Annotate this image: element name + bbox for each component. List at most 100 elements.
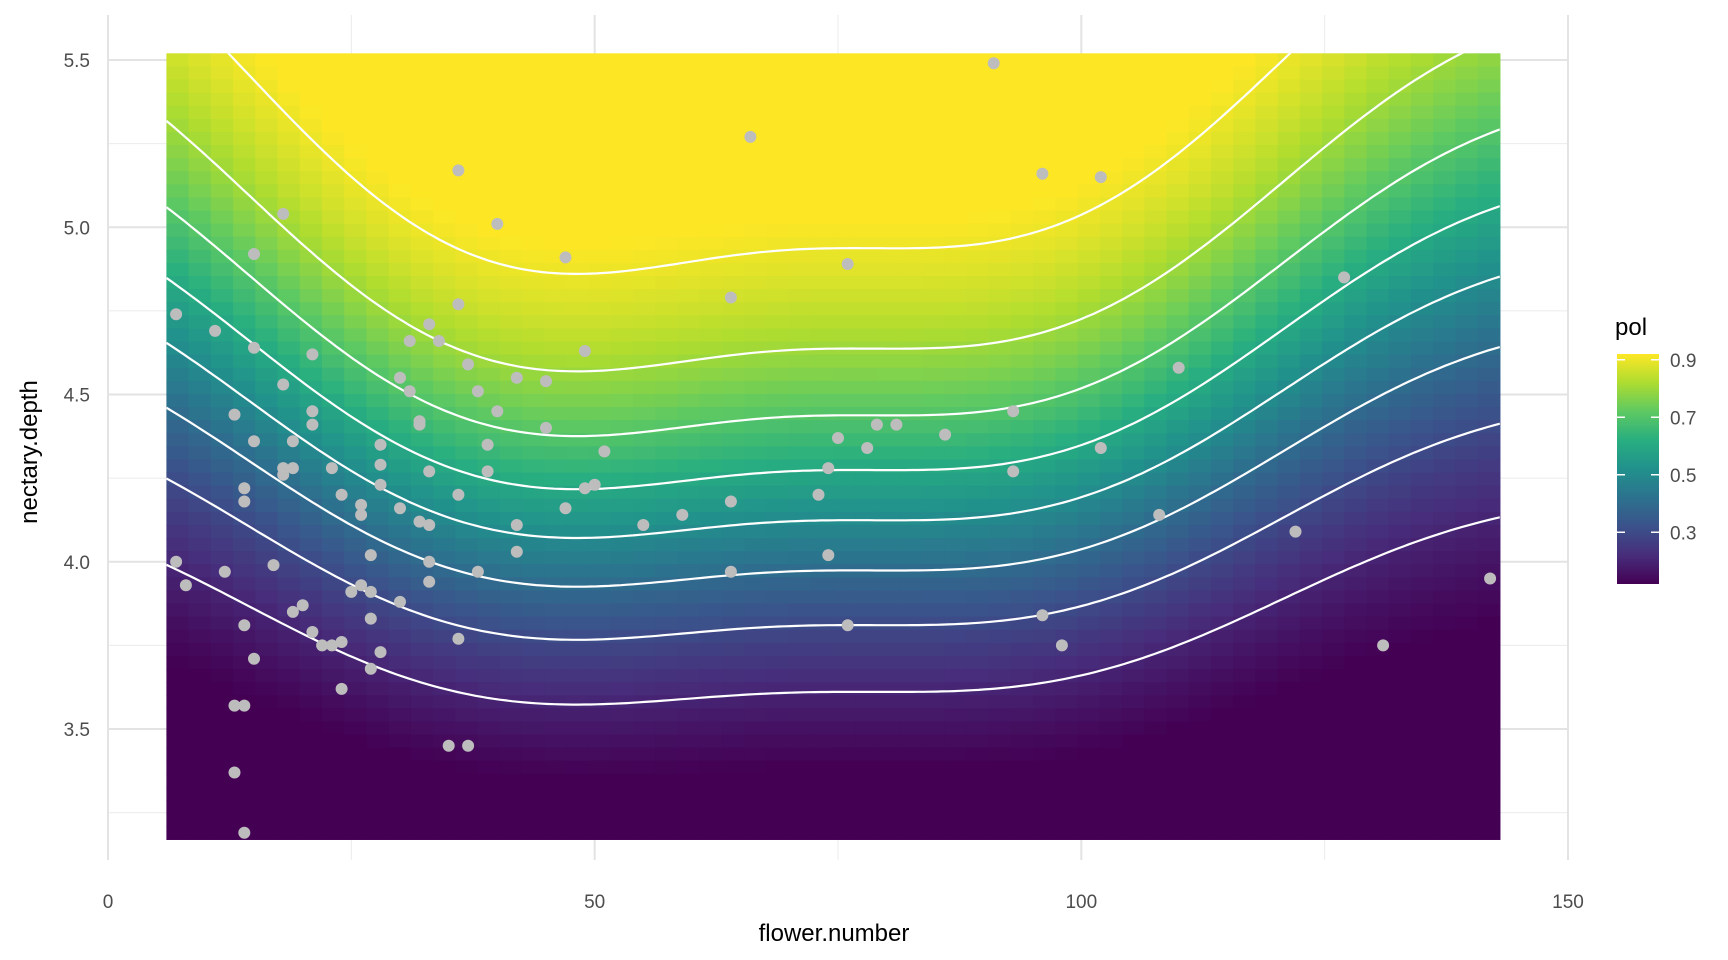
surface-cell [233,708,256,723]
surface-cell [166,393,190,408]
surface-cell [744,786,768,801]
surface-cell [1277,760,1301,775]
surface-cell [1233,734,1256,749]
surface-cell [1410,249,1434,264]
surface-cell [1477,328,1501,343]
surface-cell [1255,131,1279,146]
surface-cell [344,53,368,68]
surface-cell [633,433,656,447]
surface-cell [166,629,190,644]
surface-cell [255,603,279,618]
data-point [170,308,183,321]
surface-cell [1277,538,1301,552]
surface-cell [1077,655,1101,670]
data-point [355,579,368,592]
surface-cell [722,197,745,212]
surface-cell [766,551,790,565]
surface-cell [1477,616,1501,631]
data-point [423,519,436,531]
surface-cell [544,564,568,578]
surface-cell [1255,721,1279,736]
surface-cell [477,262,501,277]
surface-cell [677,341,701,356]
surface-cell [833,734,856,749]
surface-cell [810,603,834,618]
surface-cell [566,367,590,382]
surface-cell [1055,590,1079,605]
surface-cell [321,118,345,133]
surface-cell [210,590,234,605]
surface-cell [277,236,301,251]
data-point [423,555,436,568]
surface-cell [988,171,1012,185]
surface-cell [477,511,501,526]
surface-cell [1410,223,1434,238]
surface-cell [877,603,901,618]
surface-cell [1233,289,1256,303]
surface-cell [1366,459,1390,474]
surface-cell [1410,393,1434,408]
surface-cell [499,813,523,827]
surface-cell [1055,393,1079,408]
surface-cell [633,197,656,212]
surface-cell [1366,564,1390,578]
surface-cell [388,118,412,133]
surface-cell [1255,826,1279,840]
surface-cell [1433,472,1457,487]
surface-cell [233,629,256,644]
surface-cell [1477,276,1501,290]
surface-cell [433,800,456,814]
surface-cell [210,721,234,736]
surface-cell [388,171,412,185]
surface-cell [1010,734,1034,749]
surface-cell [655,616,679,631]
legend-ticks: 0.30.50.70.9 [1617,351,1696,544]
surface-cell [477,249,501,264]
surface-cell [1144,485,1168,500]
data-point [325,639,338,652]
surface-cell [1122,79,1145,94]
surface-cell [321,131,345,146]
surface-cell [321,800,345,814]
surface-cell [366,262,390,277]
surface-cell [1344,302,1368,316]
surface-cell [1210,367,1234,382]
surface-cell [633,79,656,94]
surface-cell [744,472,768,487]
surface-cell [766,538,790,552]
surface-cell [1277,53,1301,68]
surface-cell [1344,66,1368,81]
surface-cell [1099,682,1123,696]
surface-cell [899,721,923,736]
surface-cell [433,433,456,447]
surface-cell [1122,118,1145,133]
data-point [1289,525,1302,538]
surface-cell [877,577,901,592]
surface-cell [1188,367,1212,382]
y-tick-label: 4.5 [64,386,90,407]
surface-cell [833,524,856,539]
surface-cell [1455,773,1479,788]
surface-cell [1477,655,1501,670]
surface-cell [1410,433,1434,447]
surface-cell [855,485,879,500]
surface-cell [922,249,945,264]
surface-cell [1144,446,1168,461]
data-point [403,385,416,398]
surface-cell [1210,616,1234,631]
surface-cell [455,105,479,120]
surface-cell [1455,197,1479,212]
surface-cell [699,564,723,578]
surface-cell [166,538,190,552]
surface-cell [1344,538,1368,552]
surface-cell [1077,262,1101,277]
surface-cell [1388,184,1412,199]
surface-cell [1366,669,1390,683]
surface-cell [988,276,1012,290]
surface-cell [433,354,456,369]
probability-surface [166,53,1501,840]
surface-cell [988,315,1012,330]
data-point [423,575,436,588]
surface-cell [477,773,501,788]
surface-cell [699,551,723,565]
